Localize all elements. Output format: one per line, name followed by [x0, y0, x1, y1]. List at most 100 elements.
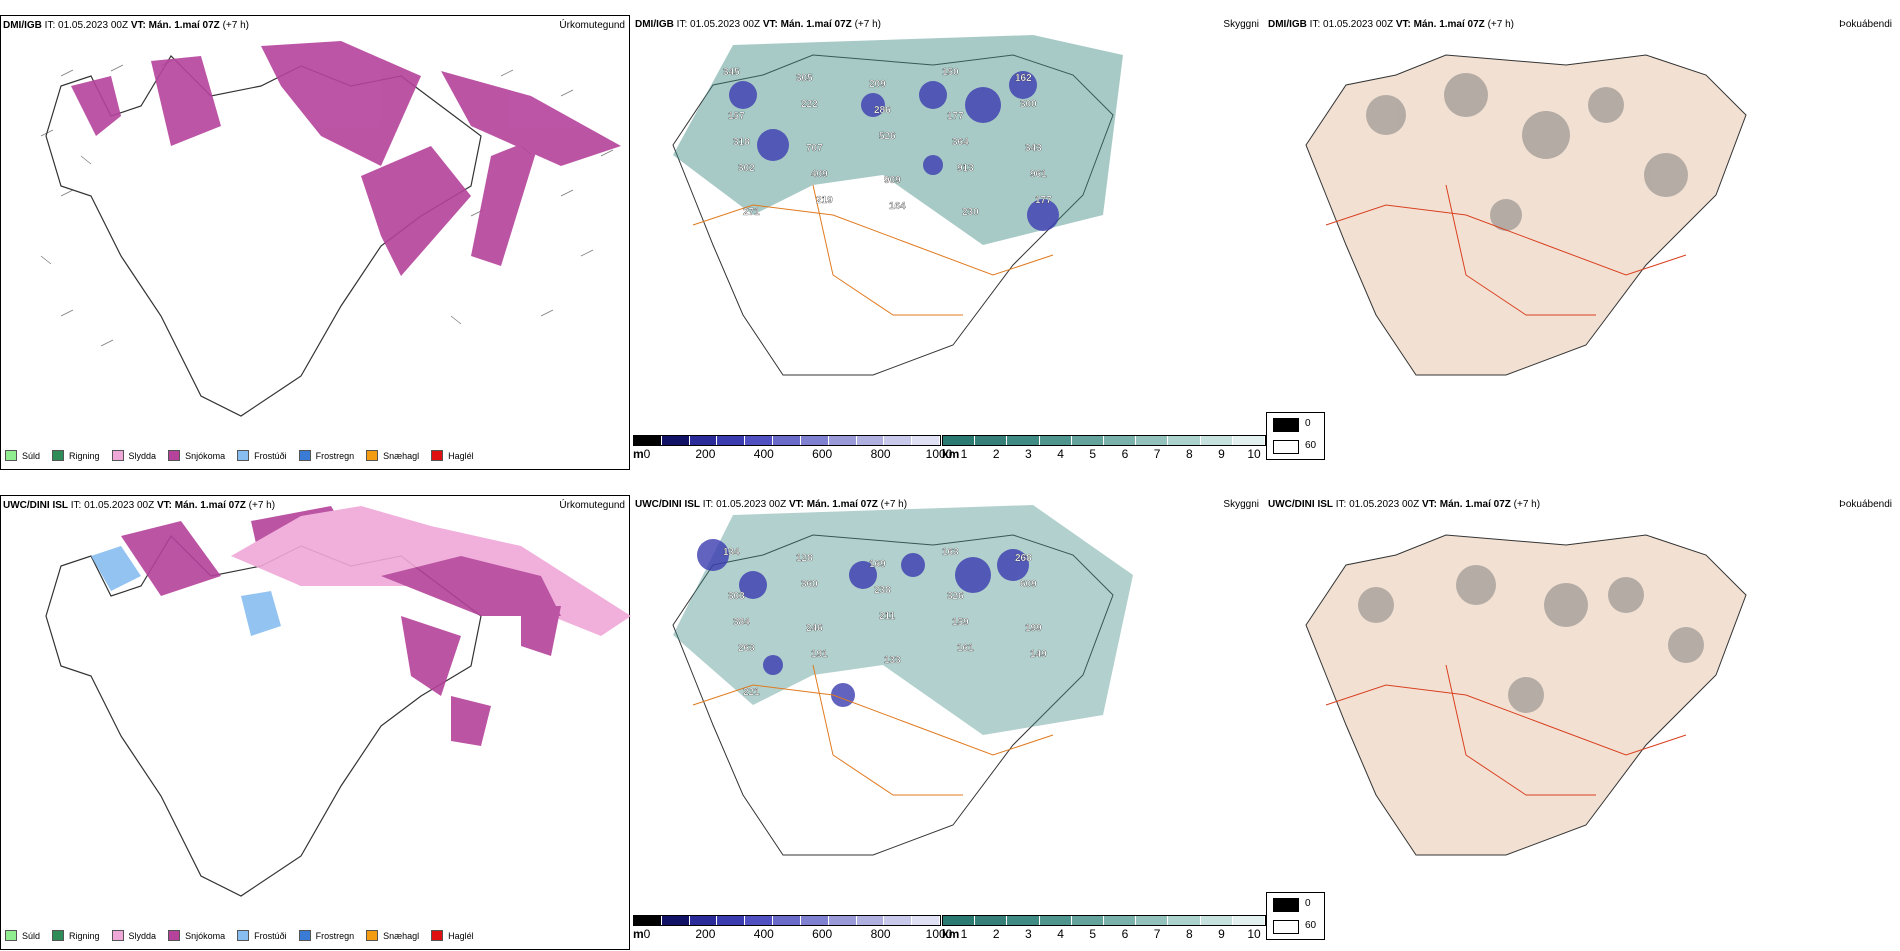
- colorbar-swatch: [1136, 916, 1169, 925]
- visibility-tick: 2: [992, 927, 1000, 941]
- visibility-tick: 8: [1185, 447, 1193, 461]
- visibility-value-label: 209: [869, 79, 886, 90]
- legend-item-freezing-drizzle: Frostúði: [237, 930, 287, 941]
- colorbar-swatch: [773, 436, 801, 445]
- colorbar-swatch: [745, 436, 774, 445]
- visibility-value-label: 177: [947, 111, 964, 122]
- elevation-tick: 400: [753, 447, 774, 461]
- legend-item-hail: Haglél: [431, 450, 474, 461]
- visibility-value-label: 177: [1035, 195, 1052, 206]
- legend-item-freezing-rain: Frostregn: [298, 930, 354, 941]
- visibility-value-label: 219: [816, 195, 833, 206]
- visibility-value-label: 164: [889, 201, 906, 212]
- visibility-tick: 10: [1247, 927, 1261, 941]
- elevation-colorbar-bottom: m 0 200 400 600 800 1000: [633, 915, 952, 943]
- visibility-tick: 3: [1025, 447, 1032, 461]
- fog-key: 0 60: [1266, 412, 1325, 460]
- precip-map-bottom: [45, 506, 631, 897]
- visibility-value-label: 913: [957, 163, 974, 174]
- fog-key-high-swatch: [1273, 418, 1299, 432]
- legend-item-freezing-rain: Frostregn: [298, 450, 354, 461]
- fog-key-high-label: 0: [1305, 898, 1311, 909]
- visibility-value-label: 134: [723, 547, 740, 558]
- visibility-tick: 3: [1025, 927, 1032, 941]
- visibility-panel-bottom: 134 128 169 163 268 303 360 238 326 609 384 246 211 1…: [633, 495, 1263, 950]
- elevation-tick: 800: [870, 927, 891, 941]
- fog-panel-top: DMI/IGB IT: 01.05.2023 00Z VT: Mán. 1.ma…: [1266, 15, 1896, 470]
- visibility-value-label: 191: [811, 649, 828, 660]
- colorbar-swatch: [912, 436, 940, 445]
- visibility-value-label: 345: [723, 67, 740, 78]
- colorbar-swatch: [1071, 436, 1105, 445]
- precip-legend: Súld Rigning Slydda Snjókoma Frostúði Fr…: [5, 450, 474, 461]
- visibility-value-label: 263: [738, 643, 755, 654]
- visibility-tick: 6: [1121, 447, 1129, 461]
- header-top-fog: DMI/IGB IT: 01.05.2023 00Z VT: Mán. 1.ma…: [1268, 19, 1514, 30]
- visibility-colorbar-swatches: [942, 435, 1266, 446]
- legend-item-sud: Súld: [5, 450, 40, 461]
- visibility-tick: 1: [960, 447, 968, 461]
- colorbar-swatch: [661, 436, 690, 445]
- fog-key-low-swatch: [1273, 440, 1299, 454]
- visibility-panel-top: 345 305 209 150 162 157 222 286 177 300 318 707 526 3…: [633, 15, 1263, 470]
- colorbar-swatch: [856, 436, 885, 445]
- visibility-value-label: 409: [811, 169, 828, 180]
- visibility-value-label: 221: [743, 687, 760, 698]
- fog-key-bottom: 0 60: [1266, 892, 1325, 940]
- legend-item-freezing-drizzle: Frostúði: [237, 450, 287, 461]
- colorbar-swatch: [1136, 436, 1169, 445]
- visibility-value-label: 238: [874, 585, 891, 596]
- colorbar-swatch: [943, 436, 976, 445]
- visibility-value-label: 526: [879, 131, 896, 142]
- visibility-tick: 5: [1089, 927, 1097, 941]
- precip-title-bottom: Úrkomutegund: [559, 500, 625, 511]
- fog-key-low-label: 60: [1305, 440, 1317, 451]
- visibility-value-label: 271: [743, 207, 760, 218]
- colorbar-swatch: [800, 436, 829, 445]
- fog-title: Þokuábendi: [1839, 19, 1892, 30]
- visibility-value-label: 268: [1015, 553, 1032, 564]
- visibility-value-label: 169: [869, 559, 886, 570]
- colorbar-swatch: [856, 916, 885, 925]
- visibility-value-label: 246: [806, 623, 823, 634]
- colorbar-swatch: [717, 916, 746, 925]
- colorbar-swatch: [1039, 436, 1072, 445]
- visibility-title-bottom: Skyggni: [1223, 499, 1259, 510]
- colorbar-swatch: [1104, 436, 1137, 445]
- legend-item-sud: Súld: [5, 930, 40, 941]
- visibility-value-label: 230: [962, 207, 979, 218]
- visibility-value-label: 300: [1020, 99, 1037, 110]
- precip-panel-bottom: UWC/DINI ISL IT: 01.05.2023 00Z VT: Mán.…: [0, 495, 631, 950]
- colorbar-swatch: [1007, 916, 1040, 925]
- header-bottom-fog: UWC/DINI ISL IT: 01.05.2023 00Z VT: Mán.…: [1268, 499, 1541, 510]
- colorbar-swatch: [1168, 436, 1201, 445]
- visibility-value-label: 343: [1025, 143, 1042, 154]
- visibility-value-label: 157: [728, 111, 745, 122]
- visibility-tick: 9: [1218, 447, 1225, 461]
- legend-item-rain: Rigning: [52, 450, 100, 461]
- visibility-value-label: 305: [796, 73, 813, 84]
- visibility-colorbar: km 1 2 3 4 5 6 7 8 9 10: [942, 435, 1266, 463]
- colorbar-swatch: [1168, 916, 1201, 925]
- header-bottom-visibility: UWC/DINI ISL IT: 01.05.2023 00Z VT: Mán.…: [635, 499, 908, 510]
- visibility-value-label: 318: [733, 137, 750, 148]
- fog-key-low-swatch: [1273, 920, 1299, 934]
- visibility-value-label: 162: [1015, 73, 1032, 84]
- visibility-value-label: 161: [957, 643, 974, 654]
- visibility-value-label: 199: [1025, 623, 1042, 634]
- visibility-tick: 4: [1057, 447, 1064, 461]
- elevation-unit: m: [633, 927, 644, 941]
- visibility-title: Skyggni: [1223, 19, 1259, 30]
- visibility-tick: 1: [960, 927, 968, 941]
- visibility-value-label: 384: [733, 617, 750, 628]
- visibility-tick: 6: [1121, 927, 1129, 941]
- visibility-tick: 4: [1057, 927, 1064, 941]
- visibility-value-label: 302: [738, 163, 755, 174]
- colorbar-swatch: [634, 436, 662, 445]
- visibility-tick: 5: [1089, 447, 1097, 461]
- colorbar-swatch: [800, 916, 829, 925]
- legend-item-snow: Snjókoma: [168, 930, 225, 941]
- legend-item-sleet: Slydda: [111, 930, 156, 941]
- visibility-value-label: 609: [1020, 579, 1037, 590]
- visibility-colorbar-bottom: km 1 2 3 4 5 6 7 8 9 10: [942, 915, 1266, 943]
